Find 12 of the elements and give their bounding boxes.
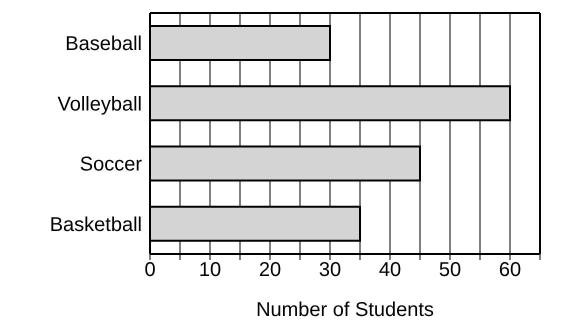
x-tick-label: 40 — [378, 259, 402, 282]
y-tick-label: Baseball — [65, 33, 142, 56]
x-tick-label: 30 — [318, 259, 342, 282]
x-tick-label: 50 — [438, 259, 462, 282]
x-tick-label: 20 — [258, 259, 282, 282]
x-tick-label: 60 — [498, 259, 522, 282]
y-tick-label: Volleyball — [57, 93, 142, 116]
x-tick-label: 10 — [198, 259, 222, 282]
y-tick-label: Basketball — [50, 214, 142, 236]
x-axis-title: Number of Students — [256, 299, 434, 321]
x-tick-label: 0 — [144, 259, 156, 282]
y-tick-label: Soccer — [80, 154, 142, 176]
